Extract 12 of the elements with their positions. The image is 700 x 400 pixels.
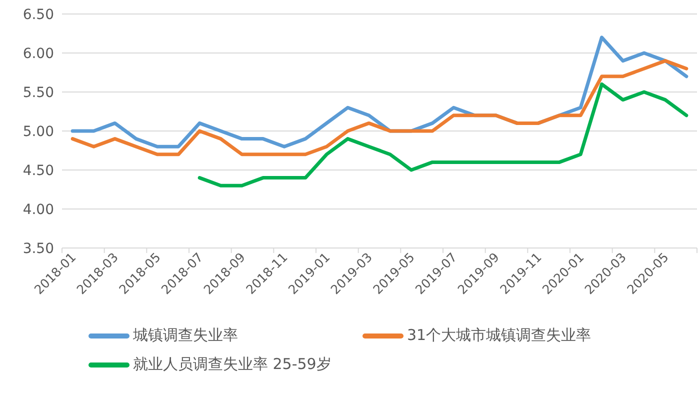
y-tick-label: 4.50 xyxy=(22,162,54,179)
line-series xyxy=(198,82,688,188)
line-series xyxy=(70,59,688,156)
y-tick-label: 4.00 xyxy=(22,202,54,218)
y-tick-label: 6.00 xyxy=(22,46,54,62)
y-tick-label: 3.50 xyxy=(22,240,54,257)
y-tick-label: 5.50 xyxy=(22,84,54,101)
y-tick-label: 6.50 xyxy=(22,6,54,23)
y-tick-label: 5.00 xyxy=(22,124,54,140)
legend-label: 城镇调查失业率 xyxy=(133,326,238,345)
legend-label: 就业人员调查失业率 25-59岁 xyxy=(133,355,332,374)
legend-label: 31个大城市城镇调查失业率 xyxy=(407,326,592,345)
